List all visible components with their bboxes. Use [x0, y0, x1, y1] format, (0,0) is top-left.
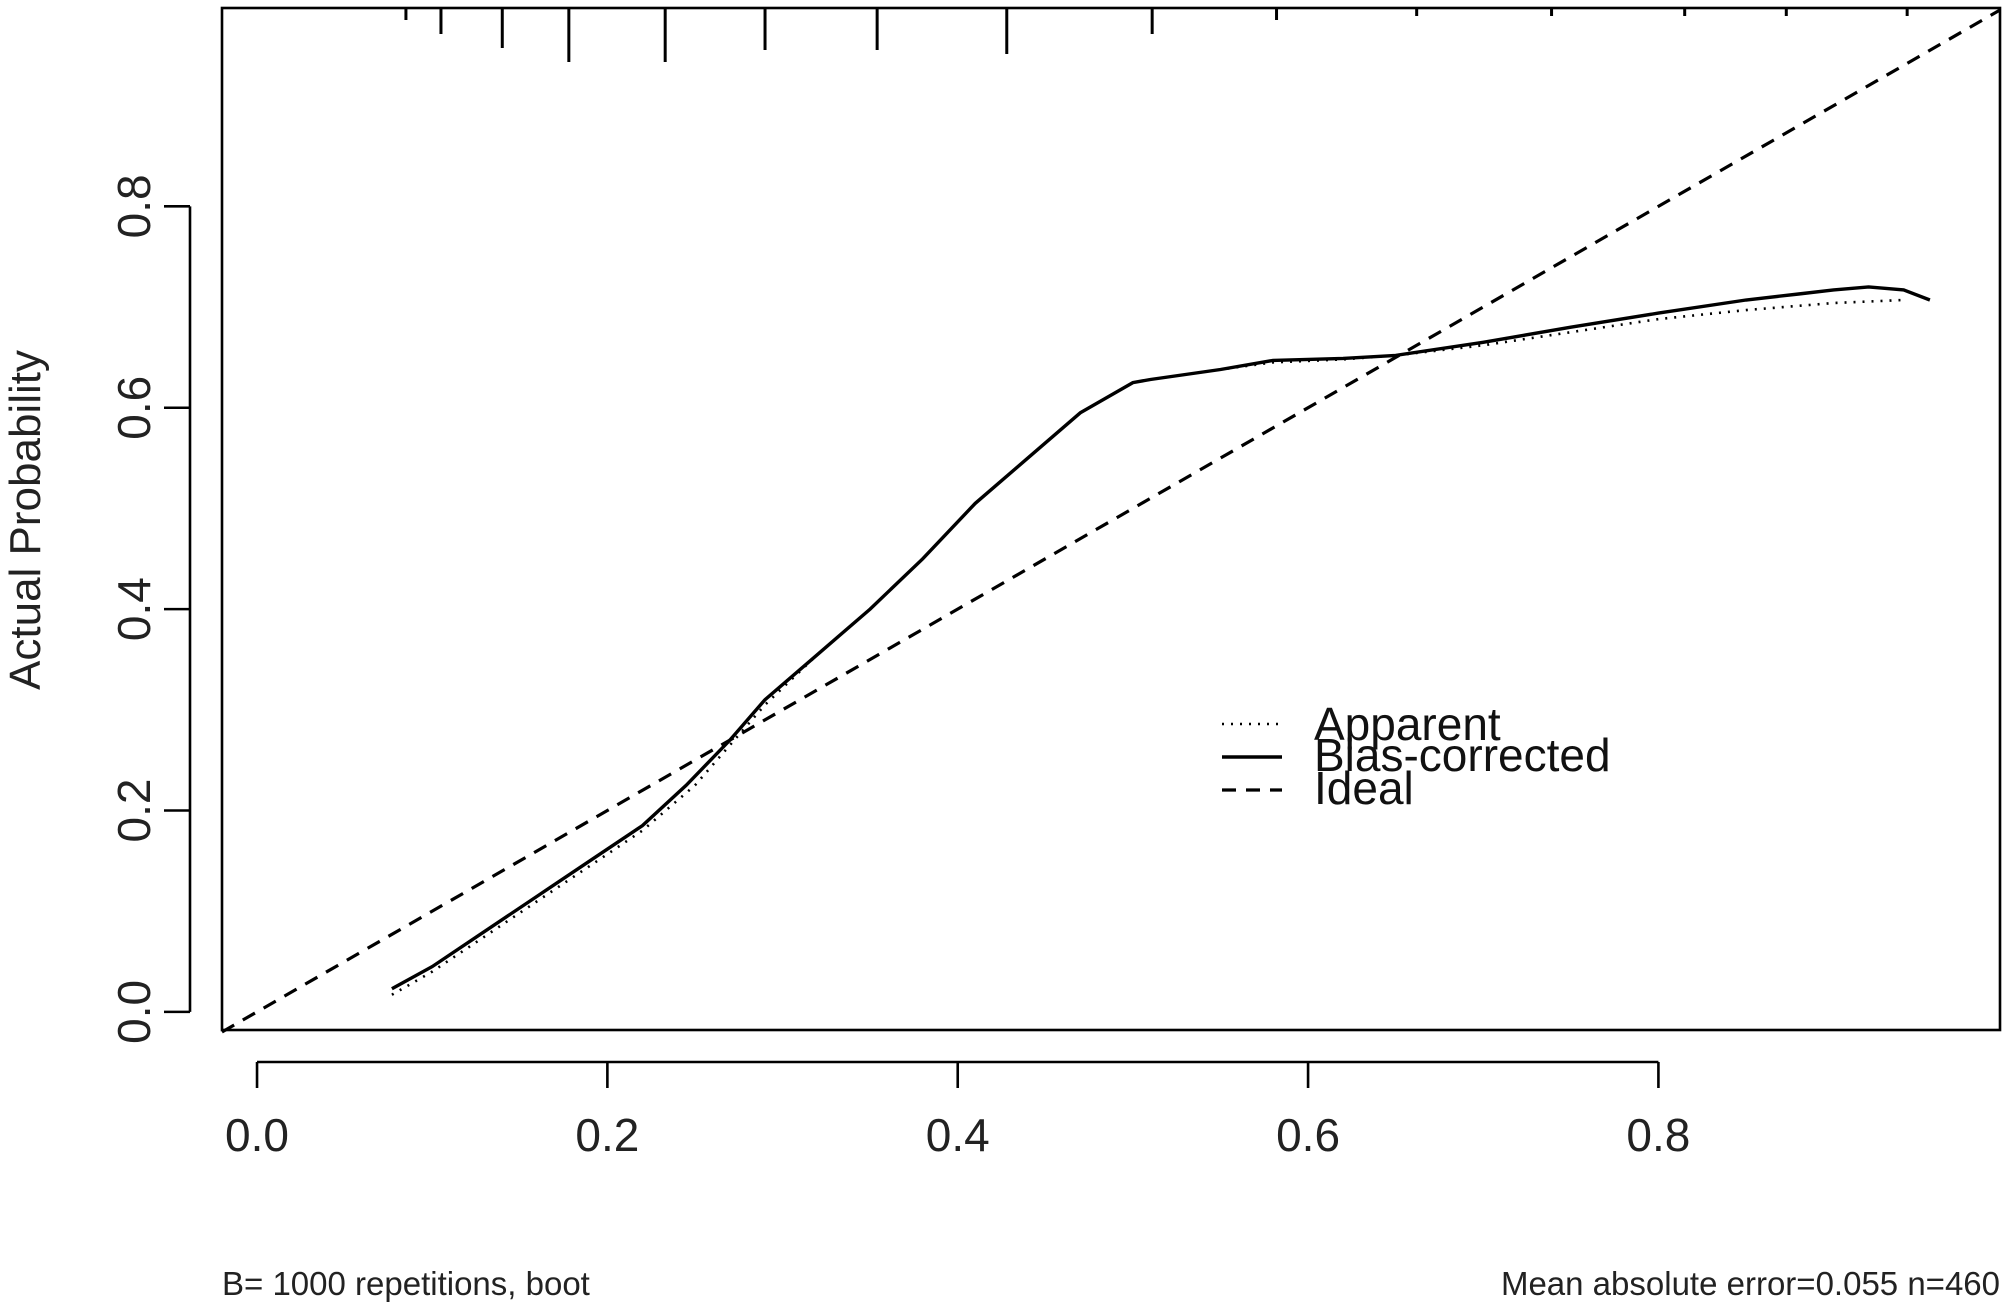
series-line-bias-corrected	[391, 285, 1931, 991]
legend-label-ideal: Ideal	[1314, 762, 1414, 814]
bootstrap-note: B= 1000 repetitions, boot	[222, 1265, 590, 1302]
legend: Apparent Bias-corrected Ideal	[1222, 698, 1611, 814]
x-tick-label: 0.2	[575, 1109, 639, 1161]
y-tick-label: 0.4	[108, 577, 160, 641]
series-line-apparent	[391, 298, 1904, 996]
y-axis-title: Actual Probability	[1, 350, 50, 690]
axes: 0.0 0.2 0.4 0.6 0.8 0.0 0.2 0.4 0.6 0.8	[108, 6, 2002, 1161]
x-tick-label: 0.6	[1276, 1109, 1340, 1161]
legend-label-bias-corrected: Bias-corrected	[1314, 729, 1611, 781]
series-line-ideal	[221, 8, 2001, 1034]
y-tick-label: 0.0	[108, 980, 160, 1044]
y-tick-label: 0.6	[108, 376, 160, 440]
y-tick-label: 0.2	[108, 779, 160, 843]
y-tick-label: 0.8	[108, 174, 160, 238]
x-tick-label: 0.0	[225, 1109, 289, 1161]
x-tick-label: 0.8	[1626, 1109, 1690, 1161]
plot-frame	[220, 6, 2002, 1032]
legend-label-apparent: Apparent	[1314, 698, 1501, 750]
error-note: Mean absolute error=0.055 n=460	[1501, 1265, 2000, 1302]
x-tick-label: 0.4	[926, 1109, 990, 1161]
rug-marks	[404, 8, 1909, 62]
series-lines	[221, 8, 2001, 1034]
